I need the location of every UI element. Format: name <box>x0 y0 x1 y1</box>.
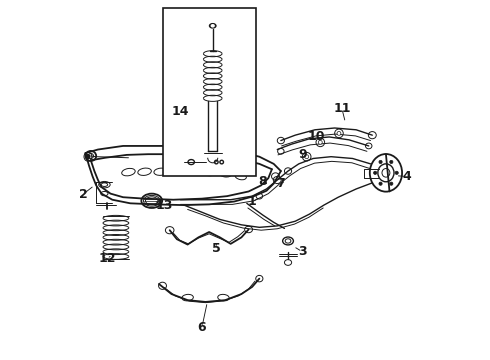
Text: 2: 2 <box>78 188 87 201</box>
Text: 11: 11 <box>333 102 350 115</box>
Ellipse shape <box>379 160 382 163</box>
Ellipse shape <box>337 131 341 135</box>
Ellipse shape <box>86 154 90 159</box>
Text: 6: 6 <box>197 320 206 333</box>
Ellipse shape <box>210 24 216 28</box>
Text: 3: 3 <box>298 245 307 258</box>
Bar <box>163 8 256 176</box>
Ellipse shape <box>395 171 398 175</box>
Ellipse shape <box>305 155 309 159</box>
Text: 4: 4 <box>402 170 411 183</box>
Text: 9: 9 <box>298 148 307 161</box>
Text: 12: 12 <box>98 252 116 265</box>
Text: 8: 8 <box>258 175 267 188</box>
Ellipse shape <box>211 25 214 27</box>
Text: 14: 14 <box>172 105 189 118</box>
Ellipse shape <box>390 160 393 163</box>
Ellipse shape <box>373 171 377 175</box>
Text: 13: 13 <box>156 199 173 212</box>
Text: 10: 10 <box>308 130 325 144</box>
Ellipse shape <box>318 140 322 144</box>
Text: 5: 5 <box>212 242 220 255</box>
Text: 7: 7 <box>276 177 285 190</box>
Ellipse shape <box>379 182 382 185</box>
Text: 1: 1 <box>248 195 257 208</box>
Ellipse shape <box>390 182 393 185</box>
